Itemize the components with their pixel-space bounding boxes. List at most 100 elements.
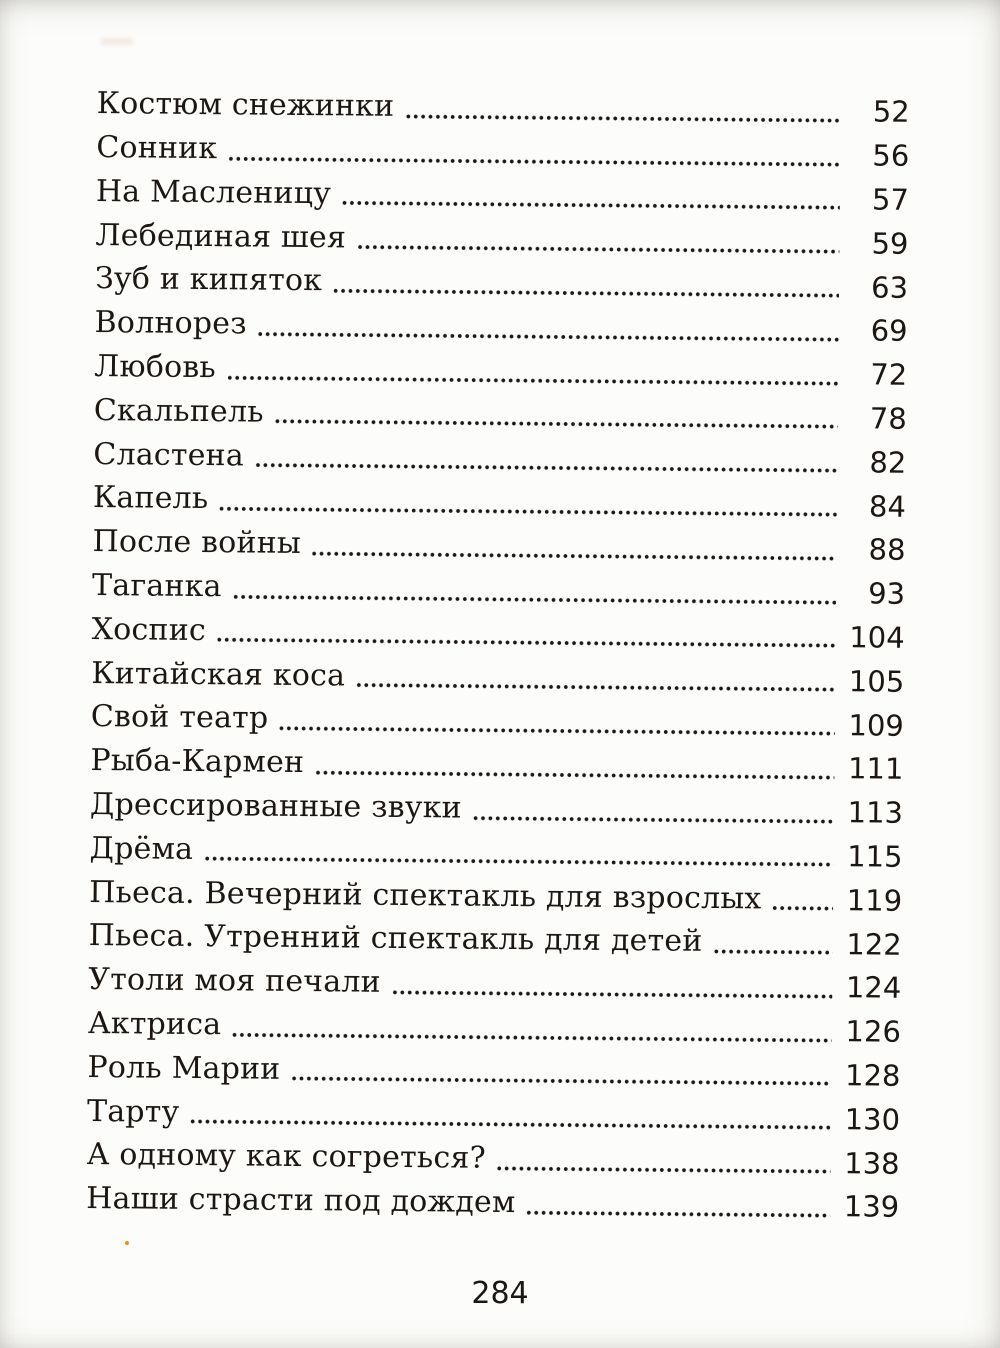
toc-entry: Сластена 82: [93, 428, 906, 480]
toc-entry-page-number: 105: [848, 664, 905, 699]
toc-entry: Таганка 93: [92, 560, 905, 612]
toc-entry-page-number: 122: [846, 926, 902, 962]
toc-entry: Зуб и кипяток 63: [95, 253, 908, 305]
toc-entry-page-number: 109: [848, 707, 904, 743]
toc-entry-title: Таганка: [91, 568, 222, 605]
toc-entry-page-number: 113: [847, 795, 904, 830]
dot-leader: [390, 988, 833, 1000]
toc-entry-page-number: 59: [871, 226, 909, 261]
toc-entry: На Масленицу 57: [96, 166, 909, 218]
toc-entry: Сонник 56: [96, 122, 909, 174]
toc-entry-title: Актриса: [87, 1005, 222, 1043]
toc-entry-title: Сластена: [93, 436, 245, 474]
dot-leader: [256, 330, 839, 343]
toc-entry-page-number: 56: [872, 138, 910, 174]
dot-leader: [253, 461, 838, 475]
toc-entry-page-number: 93: [868, 576, 906, 611]
toc-entry: Китайская коса 105: [91, 647, 904, 699]
toc-entry: Костюм снежинки 52: [97, 78, 910, 130]
toc-entry-title: На Масленицу: [95, 173, 332, 212]
dot-leader: [771, 904, 834, 913]
toc-entry-page-number: 104: [849, 620, 905, 655]
toc-entry-title: Капель: [92, 480, 209, 517]
toc-entry: Капель 84: [93, 472, 906, 524]
dot-leader: [355, 243, 840, 256]
toc-entry-title: Любовь: [94, 349, 217, 386]
dot-leader: [404, 112, 841, 124]
toc-entry-title: Дрессированные звуки: [89, 787, 462, 826]
toc-entry: Свой театр 109: [91, 691, 904, 743]
toc-entry-title: Лебединая шея: [95, 217, 347, 256]
table-of-contents: Костюм снежинки 52 Сонник 56 На Маслениц…: [86, 78, 910, 1224]
scan-speck: [125, 1241, 129, 1245]
toc-entry-page-number: 69: [870, 313, 908, 349]
toc-entry-page-number: 82: [869, 445, 907, 480]
toc-entry: Волнорез 69: [94, 297, 907, 349]
toc-entry-title: Дрёма: [89, 830, 194, 867]
toc-entry-page-number: 84: [868, 489, 907, 524]
dot-leader: [290, 1075, 832, 1088]
toc-entry: Утоли моя печали 124: [88, 954, 901, 1006]
toc-entry-title: Наши страсти под дождем: [86, 1181, 516, 1221]
toc-entry-title: Волнорез: [94, 305, 247, 342]
toc-entry-page-number: 78: [869, 401, 907, 436]
toc-entry-page-number: 111: [847, 751, 904, 787]
toc-entry-title: Сонник: [96, 130, 218, 167]
toc-entry-page-number: 139: [843, 1189, 900, 1225]
toc-entry-page-number: 124: [845, 970, 902, 1006]
toc-entry: Пьеса. Утренний спектакль для детей 122: [89, 910, 902, 962]
toc-entry-page-number: 126: [845, 1014, 902, 1049]
dot-leader: [273, 418, 838, 431]
toc-entry-title: Скальпель: [93, 392, 264, 430]
dot-leader: [231, 592, 837, 606]
dot-leader: [227, 154, 841, 168]
toc-entry-title: Китайская коса: [91, 655, 346, 694]
toc-entry-page-number: 72: [870, 357, 908, 393]
toc-entry: Любовь 72: [94, 341, 907, 393]
toc-entry-title: После войны: [92, 524, 302, 562]
toc-entry-page-number: 138: [844, 1145, 900, 1181]
dot-leader: [231, 1030, 832, 1044]
toc-entry-page-number: 119: [846, 883, 903, 918]
toc-entry: Скальпель 78: [94, 385, 907, 437]
dot-leader: [712, 947, 833, 957]
toc-entry-title: Хоспис: [91, 611, 207, 648]
toc-entry-page-number: 128: [844, 1058, 901, 1093]
toc-entry-title: Зуб и кипяток: [94, 261, 323, 299]
toc-entry: Рыба-Кармен 111: [90, 735, 903, 787]
toc-entry: После войны 88: [92, 516, 905, 568]
toc-entry-page-number: 130: [844, 1102, 901, 1137]
toc-entry: А одному как согреться? 138: [86, 1129, 899, 1181]
scan-smudge: [100, 38, 134, 45]
dot-leader: [340, 199, 840, 212]
toc-entry: Актриса 126: [88, 998, 901, 1050]
toc-entry: Дрессированные звуки 113: [90, 779, 903, 831]
dot-leader: [215, 636, 836, 650]
toc-entry: Пьеса. Вечерний спектакль для взрослых 1…: [89, 866, 902, 918]
page-number: 284: [471, 1276, 529, 1311]
dot-leader: [278, 724, 835, 738]
toc-entry-page-number: 115: [847, 839, 903, 874]
toc-entry-title: Пьеса. Вечерний спектакль для взрослых: [89, 874, 762, 917]
toc-entry: Хоспис 104: [92, 604, 905, 656]
toc-entry-title: А одному как согреться?: [86, 1137, 486, 1177]
toc-entry-page-number: 57: [871, 182, 910, 217]
dot-leader: [332, 287, 839, 300]
toc-entry-title: Костюм снежинки: [96, 86, 395, 125]
dot-leader: [314, 768, 835, 781]
dot-leader: [525, 1208, 831, 1219]
toc-entry-title: Тарту: [86, 1093, 180, 1130]
toc-entry-page-number: 63: [870, 270, 909, 305]
toc-entry: Лебединая шея 59: [95, 209, 908, 261]
toc-entry-title: Утоли моя печали: [88, 962, 382, 1000]
dot-leader: [218, 505, 837, 519]
dot-leader: [310, 549, 837, 562]
toc-entry: Дрёма 115: [89, 823, 902, 875]
toc-entry: Тарту 130: [87, 1085, 900, 1137]
dot-leader: [189, 1118, 831, 1132]
toc-entry-title: Свой театр: [90, 699, 269, 737]
toc-entry-title: Рыба-Кармен: [90, 743, 305, 781]
dot-leader: [495, 1164, 831, 1176]
toc-entry: Роль Марии 128: [87, 1041, 900, 1093]
